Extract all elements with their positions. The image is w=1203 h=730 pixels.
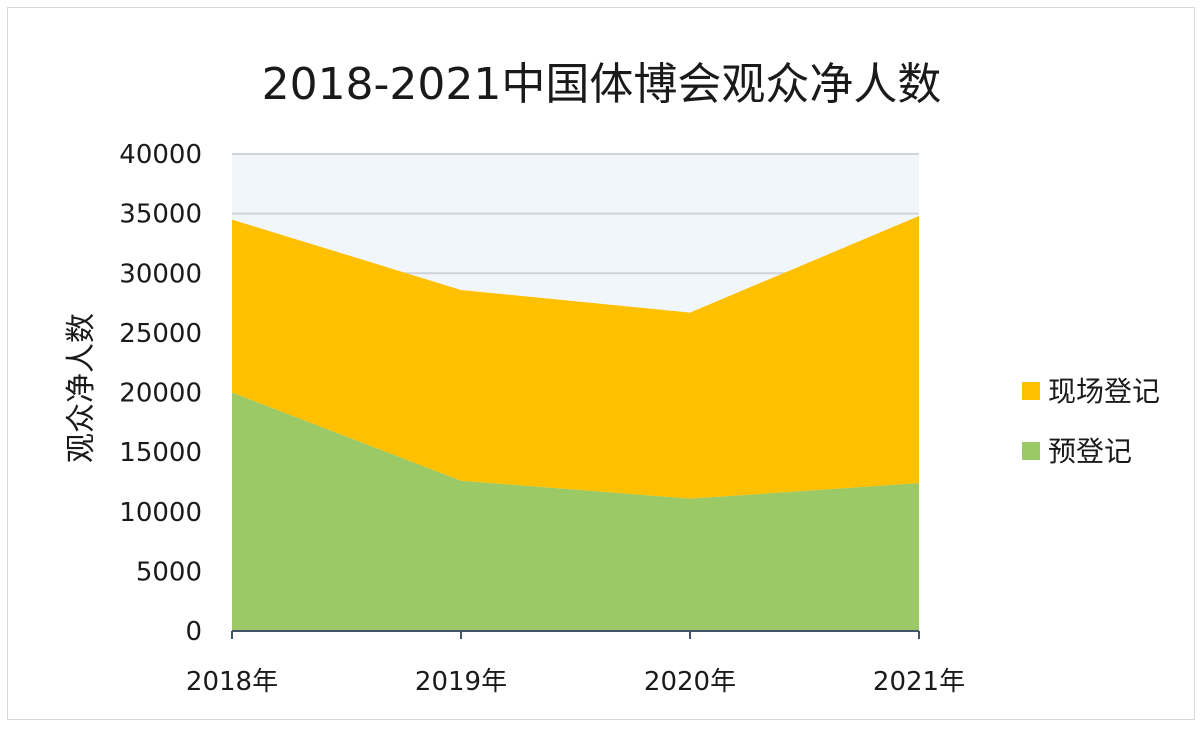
x-tick-label: 2021年	[873, 667, 965, 697]
legend-label: 预登记	[1048, 435, 1132, 468]
y-tick-label: 15000	[119, 438, 202, 468]
legend-label: 现场登记	[1048, 375, 1160, 408]
y-tick-label: 40000	[119, 140, 202, 170]
y-tick-label: 5000	[136, 557, 202, 587]
y-tick-label: 35000	[119, 200, 202, 230]
legend-swatch	[1022, 382, 1040, 400]
chart-title: 2018-2021中国体博会观众净人数	[261, 59, 942, 110]
x-tick-label: 2020年	[644, 667, 736, 697]
y-tick-label: 30000	[119, 259, 202, 289]
y-tick-label: 25000	[119, 319, 202, 349]
y-tick-label: 10000	[119, 498, 202, 528]
x-tick-label: 2019年	[415, 667, 507, 697]
area-series-1	[232, 392, 919, 631]
y-tick-label: 20000	[119, 379, 202, 409]
x-tick-label: 2018年	[186, 667, 278, 697]
legend-swatch	[1022, 442, 1040, 460]
area-series-2	[232, 216, 919, 499]
y-tick-label: 0	[185, 617, 202, 647]
